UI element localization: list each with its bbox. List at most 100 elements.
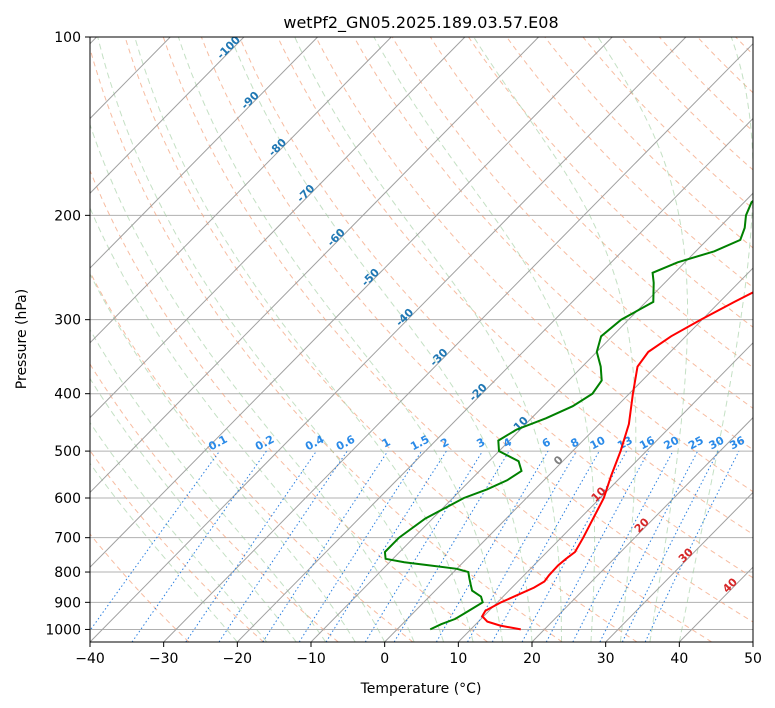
isotherm-label: 40 <box>720 575 740 595</box>
x-tick-label: 50 <box>744 651 762 667</box>
mixing-ratio-line <box>298 450 423 642</box>
dry-adiabat <box>658 37 753 132</box>
isotherm-line <box>752 641 753 642</box>
moist-adiabat <box>134 37 474 642</box>
y-tick-label: 500 <box>54 444 81 460</box>
moist-adiabat <box>597 37 689 642</box>
dry-adiabat <box>90 169 488 642</box>
dry-adiabat <box>506 37 753 288</box>
dry-adiabat <box>468 37 753 328</box>
mixing-ratio-line <box>185 450 317 642</box>
x-tick-label: −10 <box>296 651 326 667</box>
isotherm-line <box>678 566 753 642</box>
mixing-ratio-label: 6 <box>540 435 553 450</box>
isotherm-label: -30 <box>427 346 450 369</box>
isotherm-label: -80 <box>266 136 289 159</box>
y-tick-label: 700 <box>54 531 81 547</box>
y-axis-title: Pressure (hPa) <box>14 289 30 389</box>
isotherm-label: 30 <box>676 545 696 565</box>
x-tick-label: 40 <box>670 651 688 667</box>
isotherm-line <box>90 37 318 269</box>
dry-adiabat <box>90 449 264 642</box>
mixing-ratio-line <box>262 450 389 642</box>
dry-adiabat <box>277 37 753 535</box>
dry-adiabat <box>124 37 638 642</box>
x-tick-label: −30 <box>149 651 179 667</box>
x-tick-label: −20 <box>223 651 253 667</box>
pressure-gridlines <box>90 37 753 630</box>
y-tick-label: 300 <box>54 313 81 329</box>
moist-adiabat <box>90 273 356 642</box>
x-tick-label: 20 <box>523 651 541 667</box>
dry-adiabats <box>90 37 753 642</box>
dry-adiabat <box>429 37 753 369</box>
dry-adiabat <box>582 37 753 210</box>
mixing-ratio-line <box>393 450 510 642</box>
x-tick-label: 10 <box>449 651 467 667</box>
mixing-ratio-label: 20 <box>662 434 682 453</box>
mixing-ratio-label: 36 <box>727 434 747 453</box>
dry-adiabat <box>90 271 414 642</box>
isotherm-line <box>90 37 392 344</box>
moist-adiabat <box>473 37 637 642</box>
mixing-ratio-label: 3 <box>474 435 487 450</box>
mixing-ratio-line <box>491 450 600 642</box>
x-tick-label: 0 <box>380 651 389 667</box>
mixing-ratio-label: 10 <box>588 434 608 453</box>
y-tick-label: 600 <box>54 491 81 507</box>
dry-adiabat <box>697 37 753 94</box>
moist-adiabat <box>373 37 596 642</box>
mixing-ratio-label: 1 <box>380 435 393 450</box>
mixing-ratio-line <box>621 450 719 642</box>
dry-adiabat <box>162 37 712 642</box>
mixing-ratio-label: 16 <box>637 434 657 453</box>
moist-adiabat <box>90 206 386 642</box>
mixing-ratio-label: 13 <box>615 434 635 453</box>
isotherm-line <box>90 37 539 494</box>
series-line <box>480 291 753 631</box>
isotherm-label: -60 <box>325 226 348 249</box>
moist-adiabat <box>177 37 503 642</box>
plot-area: 0.1 0.2 0.4 0.6 1 1.5 2 3 4 6 8 10 13 16 20 25 30 36 -100… <box>90 37 753 642</box>
mixing-ratio-label: 8 <box>568 435 581 450</box>
moist-adiabat <box>90 421 268 642</box>
dry-adiabat <box>620 37 753 171</box>
mixing-ratio-label: 25 <box>686 434 706 453</box>
mixing-ratio-line <box>599 450 699 642</box>
isotherm-label: 20 <box>632 515 652 535</box>
chart-title: wetPf2_GN05.2025.189.03.57.E08 <box>283 13 558 33</box>
series-line <box>383 199 753 631</box>
isotherm-line <box>90 37 613 568</box>
mixing-ratio-label: 1.5 <box>408 433 431 454</box>
x-tick-label: −40 <box>75 651 105 667</box>
isotherms <box>90 37 753 642</box>
mixing-ratio-line <box>131 450 267 642</box>
dry-adiabat <box>544 37 753 249</box>
y-tick-label: 900 <box>54 595 81 611</box>
isotherm-line <box>310 192 753 642</box>
y-tick-label: 400 <box>54 387 81 403</box>
sounding-series <box>383 199 753 631</box>
dry-adiabat <box>90 363 339 642</box>
moist-adiabat <box>678 37 753 642</box>
x-tick-label: 30 <box>597 651 615 667</box>
moist-adiabat <box>90 377 297 642</box>
dry-adiabat <box>391 37 753 409</box>
isotherm-line <box>90 37 245 194</box>
y-tick-label: 200 <box>54 208 81 224</box>
isotherm-line <box>531 416 753 642</box>
mixing-ratio-line <box>90 450 221 632</box>
isotherm-label: -90 <box>238 89 261 112</box>
x-axis-title: Temperature (°C) <box>360 681 482 697</box>
isotherm-line <box>163 42 753 642</box>
isotherm-line <box>384 267 753 642</box>
mixing-ratio-line <box>545 450 650 642</box>
mixing-ratio-line <box>364 450 484 642</box>
axes: −40 −30 −20 −10 0 10 20 30 40 5010020030040050060… <box>45 30 762 667</box>
moist-adiabat <box>90 462 238 642</box>
isotherm-line <box>457 342 753 642</box>
isotherm-line <box>90 37 466 419</box>
dry-adiabat <box>200 37 753 623</box>
dry-adiabat <box>239 37 753 579</box>
